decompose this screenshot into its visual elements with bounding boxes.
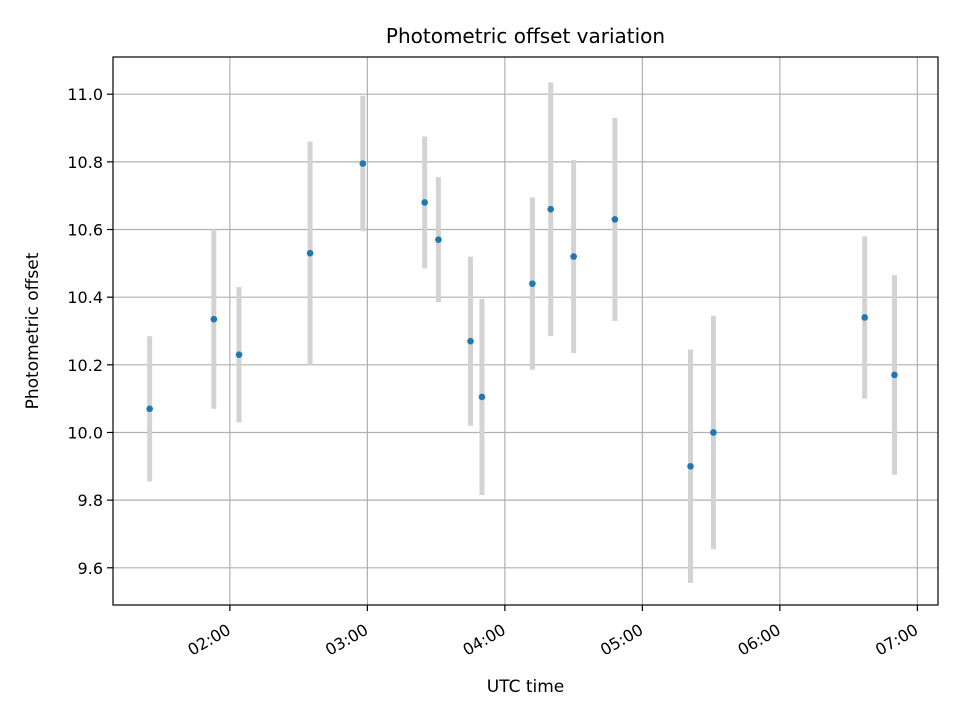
- data-point: [235, 351, 243, 358]
- x-axis-label: UTC time: [487, 677, 565, 697]
- data-point: [478, 393, 486, 401]
- grid: [113, 57, 938, 605]
- data-point: [435, 236, 442, 243]
- data-point: [570, 253, 577, 260]
- y-tick-label: 9.6: [78, 559, 103, 578]
- y-tick-label: 10.2: [67, 356, 103, 375]
- data-point: [210, 315, 218, 323]
- y-tick-label: 10.6: [67, 221, 103, 240]
- data-point: [547, 205, 555, 213]
- data-point: [529, 280, 536, 287]
- y-tick-label: 11.0: [67, 85, 103, 104]
- data-point: [359, 160, 367, 167]
- data-point: [687, 463, 694, 470]
- data-point: [611, 216, 619, 223]
- y-axis-ticks: 9.6 9.8 10.0 10.2 10.4 10.6 10.8 11.0: [67, 85, 113, 578]
- y-tick-label: 10.4: [67, 288, 103, 307]
- plot-frame: [112, 56, 939, 606]
- data-point: [146, 405, 153, 413]
- y-axis-label: Photometric offset: [23, 252, 43, 409]
- data-point: [421, 199, 428, 206]
- data-point: [861, 314, 868, 321]
- chart-title: Photometric offset variation: [386, 24, 665, 48]
- data-point: [467, 337, 474, 345]
- data-point: [710, 429, 717, 436]
- y-tick-label: 9.8: [78, 491, 103, 510]
- data-points: [146, 160, 898, 470]
- y-tick-label: 10.0: [67, 423, 103, 442]
- y-tick-label: 10.8: [67, 153, 103, 172]
- data-point: [891, 371, 898, 379]
- data-point: [306, 249, 314, 257]
